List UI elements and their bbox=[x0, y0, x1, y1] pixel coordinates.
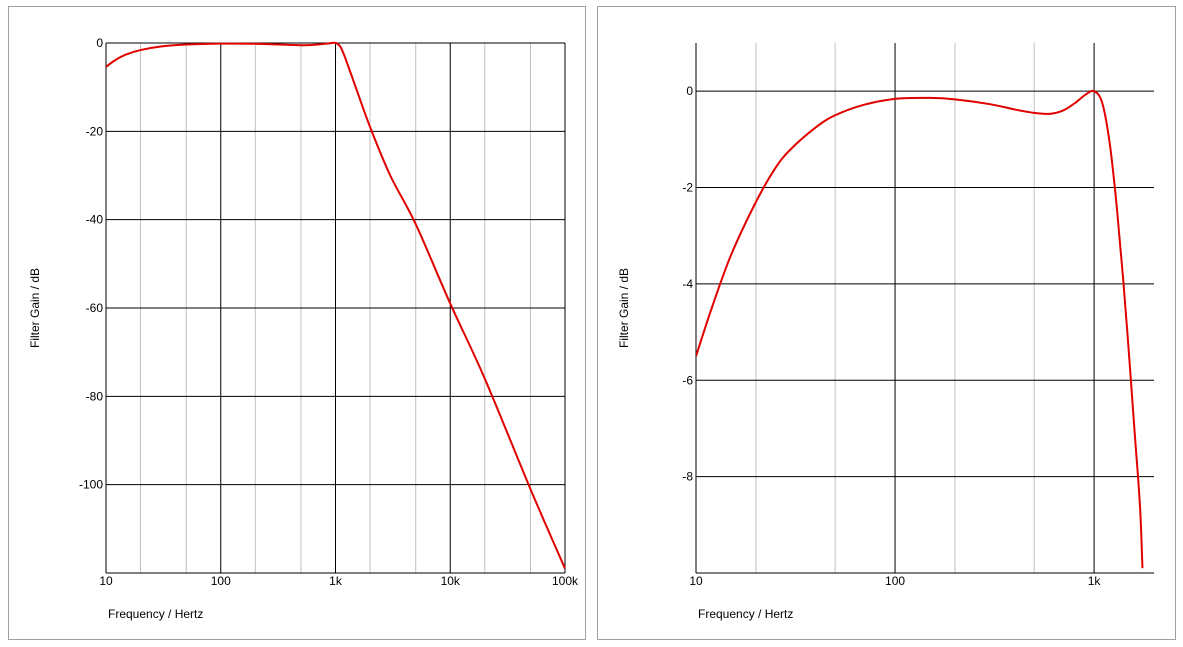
y-tick-label: -8 bbox=[682, 470, 693, 484]
x-axis-title: Frequency / Hertz bbox=[108, 607, 203, 621]
x-tick-label: 100 bbox=[211, 574, 231, 588]
y-tick-label: 0 bbox=[686, 84, 693, 98]
x-tick-label: 100 bbox=[885, 574, 905, 588]
y-tick-label: -2 bbox=[682, 181, 693, 195]
x-tick-label: 100k bbox=[552, 574, 579, 588]
x-axis-title: Frequency / Hertz bbox=[698, 607, 793, 621]
x-tick-label: 10k bbox=[441, 574, 461, 588]
x-tick-label: 10 bbox=[689, 574, 703, 588]
y-tick-label: -6 bbox=[682, 373, 693, 387]
x-tick-label: 1k bbox=[329, 574, 343, 588]
y-tick-label: -100 bbox=[79, 478, 103, 492]
chart-right-svg: 0 -2 -4 -6 -8 10 100 1k Frequency / Hertz Filter … bbox=[617, 43, 1154, 621]
x-tick-label: 1k bbox=[1088, 574, 1102, 588]
y-tick-label: -40 bbox=[86, 213, 104, 227]
y-tick-label: 0 bbox=[96, 36, 103, 50]
chart-panel-left: 0 -20 -40 -60 -80 -100 10 100 1k 10k 100k Frequency… bbox=[8, 6, 586, 640]
chart-left-svg: 0 -20 -40 -60 -80 -100 10 100 1k 10k 100k Frequency… bbox=[28, 36, 579, 621]
y-axis-title: Filter Gain / dB bbox=[28, 268, 42, 348]
y-tick-label: -20 bbox=[86, 124, 104, 138]
x-tick-label: 10 bbox=[99, 574, 113, 588]
series-line bbox=[696, 89, 1144, 569]
y-tick-label: -4 bbox=[682, 277, 693, 291]
y-axis-title: Filter Gain / dB bbox=[617, 268, 631, 348]
series-line bbox=[106, 41, 566, 569]
y-tick-label: -80 bbox=[86, 389, 104, 403]
y-tick-label: -60 bbox=[86, 301, 104, 315]
chart-panel-right: 0 -2 -4 -6 -8 10 100 1k Frequency / Hertz Filter … bbox=[597, 6, 1176, 640]
